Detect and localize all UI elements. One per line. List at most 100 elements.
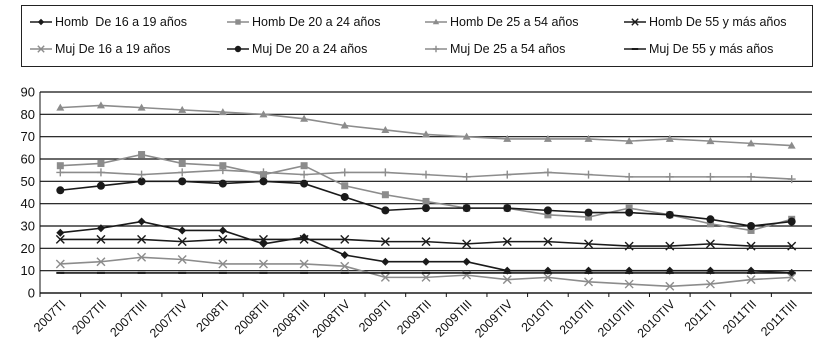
data-point (56, 162, 64, 170)
series-line (60, 104, 792, 147)
data-point (96, 257, 106, 267)
data-point (747, 226, 755, 234)
data-point (218, 259, 228, 269)
data-point (706, 137, 715, 145)
x-tick-label: 2009TIV (472, 297, 516, 341)
data-point (259, 110, 268, 118)
data-point (56, 168, 65, 177)
data-point (787, 272, 797, 282)
x-tick-label: 2007TII (69, 297, 109, 337)
data-point (584, 277, 594, 287)
data-point (544, 211, 552, 219)
data-point (177, 237, 187, 247)
y-tick-label: 90 (21, 85, 35, 100)
data-point (665, 210, 674, 219)
data-point (96, 168, 105, 177)
data-point (56, 228, 65, 237)
data-point (625, 172, 634, 181)
data-point (381, 257, 390, 266)
data-point (219, 162, 227, 170)
data-point (137, 234, 147, 244)
data-point (259, 168, 268, 177)
x-tick-label: 2008TI (194, 297, 231, 334)
data-point (138, 151, 146, 159)
data-point (56, 186, 65, 195)
series-4 (55, 234, 797, 251)
x-tick-label: 2008TII (232, 297, 272, 337)
data-point (178, 177, 187, 186)
data-point (625, 137, 634, 145)
data-point (380, 237, 390, 247)
series-line (60, 153, 792, 232)
data-point (380, 272, 390, 282)
data-point (503, 170, 512, 179)
legend-label: Homb De 16 a 19 años (55, 15, 188, 29)
data-point (340, 234, 350, 244)
y-tick-label: 40 (21, 196, 35, 211)
series-3 (56, 101, 796, 149)
data-point (96, 181, 105, 190)
data-point (462, 239, 472, 249)
legend-item: Muj De 20 a 24 años (227, 40, 367, 58)
data-point (299, 259, 309, 269)
legend-swatch (624, 18, 646, 26)
data-point (218, 179, 227, 188)
data-point (665, 134, 674, 142)
data-point (300, 179, 309, 188)
data-point (422, 130, 430, 138)
data-point (747, 139, 756, 147)
data-point (422, 170, 430, 179)
data-point (705, 239, 715, 249)
legend-swatch (30, 18, 52, 26)
x-tick-label: 2010TIV (635, 297, 679, 341)
series-5 (55, 252, 797, 291)
y-tick-label: 60 (21, 152, 35, 167)
data-point (381, 191, 389, 199)
y-tick-label: 80 (21, 107, 35, 122)
x-tick-label: 2010TI (519, 297, 556, 334)
legend-swatch (30, 45, 52, 53)
data-point (340, 251, 349, 260)
data-point (258, 234, 268, 244)
y-tick-label: 0 (28, 286, 35, 301)
data-point (340, 168, 349, 177)
legend-swatch (624, 48, 646, 50)
data-point (259, 239, 268, 248)
data-point (218, 166, 227, 175)
legend-label: Homb De 25 a 54 años (450, 15, 579, 29)
legend-label: Muj De 55 y más años (649, 42, 774, 56)
legend-swatch (425, 45, 447, 53)
data-point (706, 215, 715, 224)
data-point (706, 220, 714, 228)
x-tick-label: 2008TIII (270, 297, 312, 339)
legend-label: Muj De 25 a 54 años (450, 42, 566, 56)
data-point (787, 241, 797, 251)
data-point (543, 272, 553, 282)
data-point (584, 208, 593, 217)
data-point (340, 192, 349, 201)
data-point (624, 279, 634, 289)
data-point (381, 206, 390, 215)
x-tick-label: 2010TII (557, 297, 597, 337)
legend-label: Homb De 55 y más años (649, 15, 787, 29)
data-point (137, 177, 146, 186)
data-point (218, 226, 227, 235)
data-point (422, 204, 430, 213)
data-point (585, 213, 593, 221)
legend-label: Muj De 16 a 19 años (55, 42, 171, 56)
chart-legend: Homb De 16 a 19 años Homb De 20 a 24 años… (21, 5, 813, 67)
data-point (177, 255, 187, 264)
data-point (422, 197, 430, 205)
data-point (625, 208, 634, 217)
legend-item: Muj De 25 a 54 años (425, 40, 565, 58)
data-point (300, 170, 309, 179)
data-point (584, 134, 593, 142)
data-point (341, 182, 349, 190)
data-point (746, 241, 756, 251)
y-tick-label: 30 (21, 219, 35, 234)
legend-swatch (227, 19, 249, 25)
data-point (259, 177, 268, 186)
data-point (625, 204, 633, 212)
y-tick-label: 20 (21, 241, 35, 256)
series-7 (56, 166, 796, 184)
